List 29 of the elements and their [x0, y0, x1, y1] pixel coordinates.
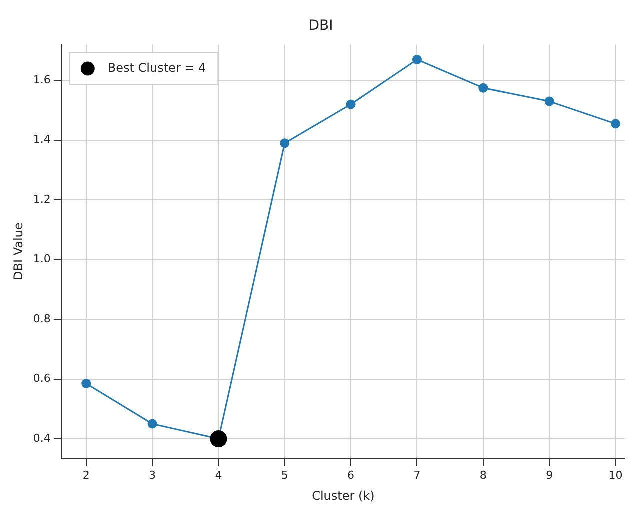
x-tick-label: 10: [608, 468, 623, 482]
y-axis-title: DBI Value: [11, 222, 26, 280]
chart-title: DBI: [308, 18, 334, 34]
y-tick-label: 1.4: [33, 133, 51, 146]
y-tick-label: 1.0: [33, 252, 51, 266]
x-tick-label: 5: [281, 468, 288, 482]
x-tick-label: 3: [149, 468, 156, 482]
y-tick-label: 1.2: [33, 192, 51, 206]
x-axis-title: Cluster (k): [312, 488, 375, 503]
x-tick-label: 6: [348, 468, 355, 482]
y-tick-label: 0.4: [33, 432, 51, 445]
x-tick-label: 7: [414, 468, 421, 482]
point: [210, 430, 228, 448]
point: [148, 419, 158, 429]
y-tick-label: 0.8: [33, 312, 51, 326]
x-tick-label: 4: [215, 468, 222, 482]
legend-label: Best Cluster = 4: [108, 60, 206, 75]
x-tick-label: 2: [82, 468, 90, 482]
point: [280, 138, 290, 148]
point: [478, 83, 488, 93]
point: [346, 100, 356, 110]
point: [412, 54, 422, 64]
point: [544, 96, 554, 106]
y-tick-label: 0.6: [33, 372, 51, 386]
point: [82, 378, 92, 388]
x-tick-label: 9: [546, 468, 554, 482]
y-tick-label: 1.6: [33, 73, 51, 86]
point: [610, 119, 620, 129]
x-tick-label: 8: [480, 468, 487, 482]
